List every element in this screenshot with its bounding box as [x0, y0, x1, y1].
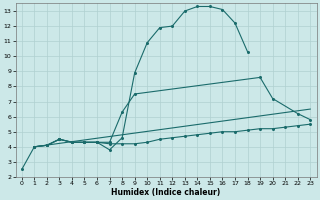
X-axis label: Humidex (Indice chaleur): Humidex (Indice chaleur) — [111, 188, 221, 197]
